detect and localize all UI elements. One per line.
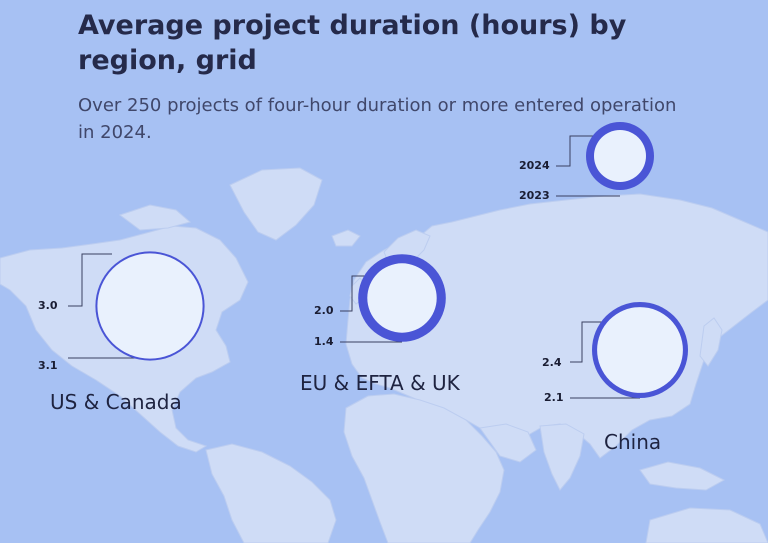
eu-efta-uk-bubble [358,254,446,342]
china-value-2024: 2.4 [542,356,562,369]
us-canada-value-2024: 3.0 [38,299,58,312]
eu-efta-uk-disc-2023 [367,263,437,333]
china-disc-2023 [597,307,683,393]
us-canada-disc-2023 [97,253,203,359]
us-canada-label: US & Canada [50,390,182,414]
leader-legend-2024 [556,135,596,167]
iceland-landmass [331,229,361,247]
page-title: Average project duration (hours) by regi… [78,10,627,76]
africa-landmass [343,393,505,543]
legend-disc-2023 [594,130,646,182]
arabia-landmass [479,423,537,463]
south-america-landmass [205,443,337,543]
leader-us-2024 [68,253,112,307]
japan-landmass [699,317,723,367]
arctic-islands-landmass [118,204,192,231]
china-bubble [592,302,688,398]
leader-china-2024 [570,321,612,363]
china-label: China [604,430,662,454]
us-canada-value-2023: 3.1 [38,359,58,372]
southeast-asia-islands [639,461,726,491]
legend-label-2023: 2023 [519,189,550,202]
us-canada-bubble [95,251,205,361]
australia-landmass [645,507,768,543]
china-value-2023: 2.1 [544,391,564,404]
india-landmass [539,423,585,491]
eu-efta-uk-value-2024: 2.0 [314,304,334,317]
legend-label-2024: 2024 [519,159,550,172]
eu-efta-uk-label: EU & EFTA & UK [300,371,460,395]
greenland-landmass [229,167,323,241]
eu-efta-uk-value-2023: 1.4 [314,335,334,348]
legend-bubble [586,122,654,190]
page-subtitle: Over 250 projects of four-hour duration … [78,95,677,143]
